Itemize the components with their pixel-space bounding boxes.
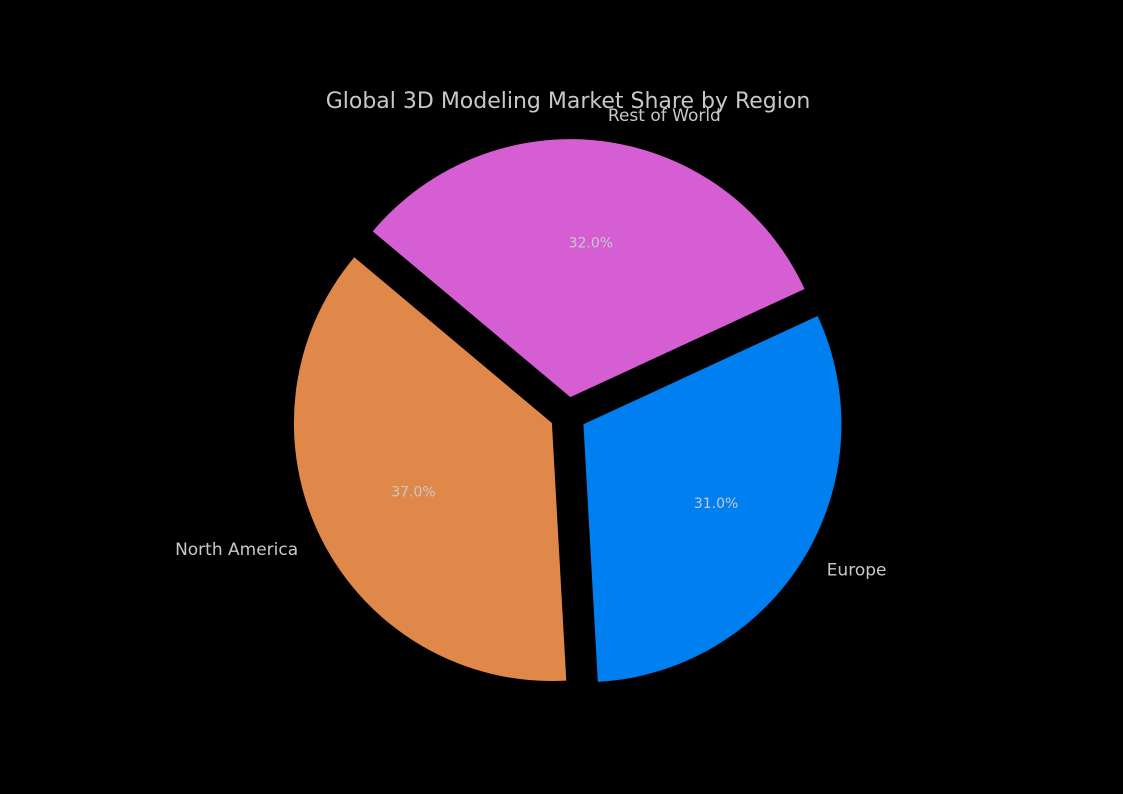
value-label: 32.0% <box>569 236 613 252</box>
slice-label: Rest of World <box>608 106 721 126</box>
slice-label: Europe <box>827 560 887 580</box>
pie-slice <box>372 139 805 398</box>
pie-slice <box>583 316 842 682</box>
value-label: 31.0% <box>694 496 738 512</box>
pie-slice <box>293 257 567 682</box>
value-label: 37.0% <box>391 484 435 500</box>
chart-title: Global 3D Modeling Market Share by Regio… <box>326 89 811 114</box>
slice-label: North America <box>175 540 298 560</box>
